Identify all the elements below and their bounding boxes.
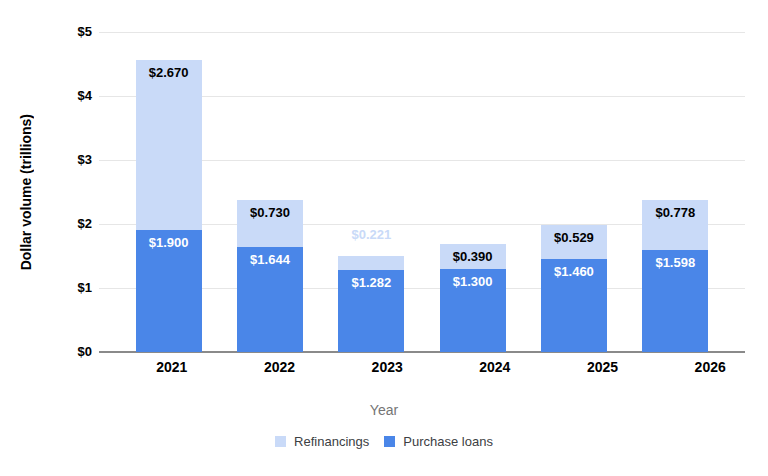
bar-segment-purchase-loans-2021[interactable]: $1.900	[136, 230, 202, 352]
legend-item-refinancings: Refinancings	[275, 434, 369, 449]
y-tick-label: $0	[50, 344, 92, 360]
refinancings-value-label: $0.730	[227, 205, 313, 220]
bar-segment-purchase-loans-2023[interactable]: $1.282	[338, 270, 404, 352]
purchase-loans-value-label: $1.900	[126, 235, 212, 250]
y-tick-label: $4	[50, 88, 92, 104]
legend-label: Refinancings	[294, 434, 369, 449]
bar-2024: $0.390$1.300	[440, 244, 506, 352]
bar-segment-refinancings-2025[interactable]: $0.529	[541, 225, 607, 259]
bar-segment-purchase-loans-2024[interactable]: $1.300	[440, 269, 506, 352]
x-axis-tick-labels: 202120222023202420252026	[99, 359, 768, 376]
y-tick-label: $2	[50, 216, 92, 232]
y-tick-label: $1	[50, 280, 92, 296]
bar-segment-purchase-loans-2025[interactable]: $1.460	[541, 259, 607, 352]
x-tick-label-2021: 2021	[118, 359, 226, 376]
purchase-loans-value-label: $1.598	[632, 255, 718, 270]
legend-label: Purchase loans	[403, 434, 493, 449]
x-axis-title: Year	[0, 402, 768, 418]
bar-segment-refinancings-2026[interactable]: $0.778	[642, 200, 708, 250]
bar-group-2021: $2.670$1.900	[118, 32, 219, 352]
x-tick-label-2026: 2026	[656, 359, 764, 376]
bar-group-2025: $0.529$1.460	[523, 32, 624, 352]
bar-group-2022: $0.730$1.644	[219, 32, 320, 352]
bar-2021: $2.670$1.900	[136, 60, 202, 352]
legend: Refinancings Purchase loans	[0, 434, 768, 449]
bar-2025: $0.529$1.460	[541, 225, 607, 352]
refinancings-value-label: $0.390	[430, 249, 516, 264]
bar-segment-refinancings-2022[interactable]: $0.730	[237, 200, 303, 247]
x-tick-label-2024: 2024	[441, 359, 549, 376]
bar-segment-refinancings-2021[interactable]: $2.670	[136, 60, 202, 231]
purchase-loans-value-label: $1.644	[227, 252, 313, 267]
refinancings-swatch-icon	[275, 436, 286, 447]
stacked-bar-chart: Dollar volume (trillions) $0 $1 $2 $3 $4 $5 $…	[0, 0, 768, 476]
y-tick-label: $5	[50, 24, 92, 40]
y-axis-title: Dollar volume (trillions)	[16, 32, 36, 352]
bar-segment-refinancings-2024[interactable]: $0.390	[440, 244, 506, 269]
refinancings-value-label: $0.221	[328, 227, 414, 242]
bar-segment-refinancings-2023[interactable]	[338, 256, 404, 270]
refinancings-value-label: $0.778	[632, 205, 718, 220]
y-axis-title-text: Dollar volume (trillions)	[18, 114, 34, 270]
refinancings-value-label: $0.529	[531, 230, 617, 245]
legend-item-purchase-loans: Purchase loans	[384, 434, 493, 449]
plot-area: $2.670$1.900$0.730$1.644$0.221$1.282$0.3…	[99, 32, 745, 352]
x-tick-label-2025: 2025	[549, 359, 657, 376]
bar-segment-purchase-loans-2026[interactable]: $1.598	[642, 250, 708, 352]
purchase-loans-value-label: $1.300	[430, 274, 516, 289]
bar-group-2026: $0.778$1.598	[625, 32, 726, 352]
bar-group-2023: $0.221 $1.282	[321, 32, 422, 352]
bar-series-area: $2.670$1.900$0.730$1.644$0.221$1.282$0.3…	[99, 32, 745, 352]
purchase-loans-value-label: $1.460	[531, 264, 617, 279]
bar-group-2024: $0.390$1.300	[422, 32, 523, 352]
refinancings-value-label: $2.670	[126, 65, 212, 80]
bar-segment-purchase-loans-2022[interactable]: $1.644	[237, 247, 303, 352]
bar-2023: $0.221$1.282	[338, 256, 404, 352]
bar-2022: $0.730$1.644	[237, 200, 303, 352]
bar-2026: $0.778$1.598	[642, 200, 708, 352]
x-tick-label-2022: 2022	[226, 359, 334, 376]
purchase-loans-swatch-icon	[384, 436, 395, 447]
y-axis-tick-labels: $0$1$2$3$4$5	[50, 32, 92, 352]
y-tick-label: $3	[50, 152, 92, 168]
x-tick-label-2023: 2023	[333, 359, 441, 376]
purchase-loans-value-label: $1.282	[328, 275, 414, 290]
